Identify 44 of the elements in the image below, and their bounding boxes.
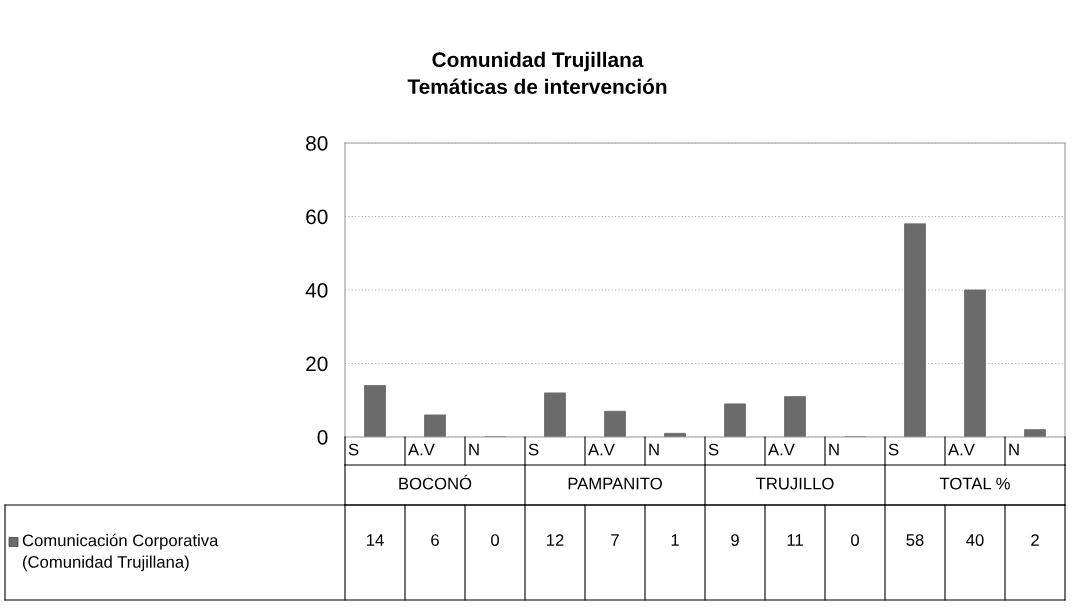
data-label: 40	[966, 534, 984, 546]
x-tick-label: N	[649, 443, 659, 456]
bar	[364, 385, 386, 437]
legend-label: Comunicación Corporativa (Comunidad Trujillana)	[22, 533, 219, 572]
text: BOCONÓ	[399, 474, 472, 490]
data-label: 7	[611, 534, 619, 546]
x-tick-label: A.V	[948, 443, 975, 456]
text: TOTAL %	[939, 477, 1010, 490]
y-tick-label: 60	[306, 209, 328, 225]
y-tick-label: 80	[306, 136, 328, 151]
bar	[784, 396, 806, 437]
data-label: 14	[367, 534, 384, 546]
data-label: 0	[491, 534, 499, 546]
bar	[1024, 429, 1046, 437]
x-tick-label: S	[528, 443, 539, 456]
chart-title: Comunidad Trujillana Temáticas de intervención	[407, 51, 667, 95]
x-tick-label: S	[708, 443, 719, 456]
y-tick-label: 0	[317, 430, 328, 445]
bar	[904, 223, 926, 437]
data-label: 2	[1031, 534, 1039, 546]
bar	[544, 392, 566, 437]
x-tick-label: S	[348, 443, 359, 456]
x-tick-label: S	[888, 443, 899, 456]
y-tick-label: 40	[305, 283, 328, 298]
bar	[964, 289, 986, 437]
data-label: 6	[431, 534, 439, 546]
text: PAMPANITO	[568, 477, 662, 490]
text: TRUJILLO	[756, 477, 834, 490]
x-tick-label: N	[829, 443, 839, 456]
x-tick-label: A.V	[768, 443, 795, 456]
data-label: 11	[787, 534, 803, 546]
bar	[724, 403, 746, 437]
x-tick-label: A.V	[408, 443, 435, 456]
x-tick-label: N	[469, 443, 479, 456]
bar	[424, 414, 446, 437]
data-label: 58	[906, 534, 924, 546]
x-tick-label: A.V	[588, 443, 615, 456]
data-label: 12	[547, 534, 564, 546]
data-label: 0	[851, 534, 859, 546]
data-label: 9	[731, 534, 739, 546]
bar	[604, 410, 626, 437]
y-tick-label: 20	[306, 356, 328, 372]
data-label: 1	[671, 534, 679, 546]
x-tick-label: N	[1009, 443, 1019, 456]
